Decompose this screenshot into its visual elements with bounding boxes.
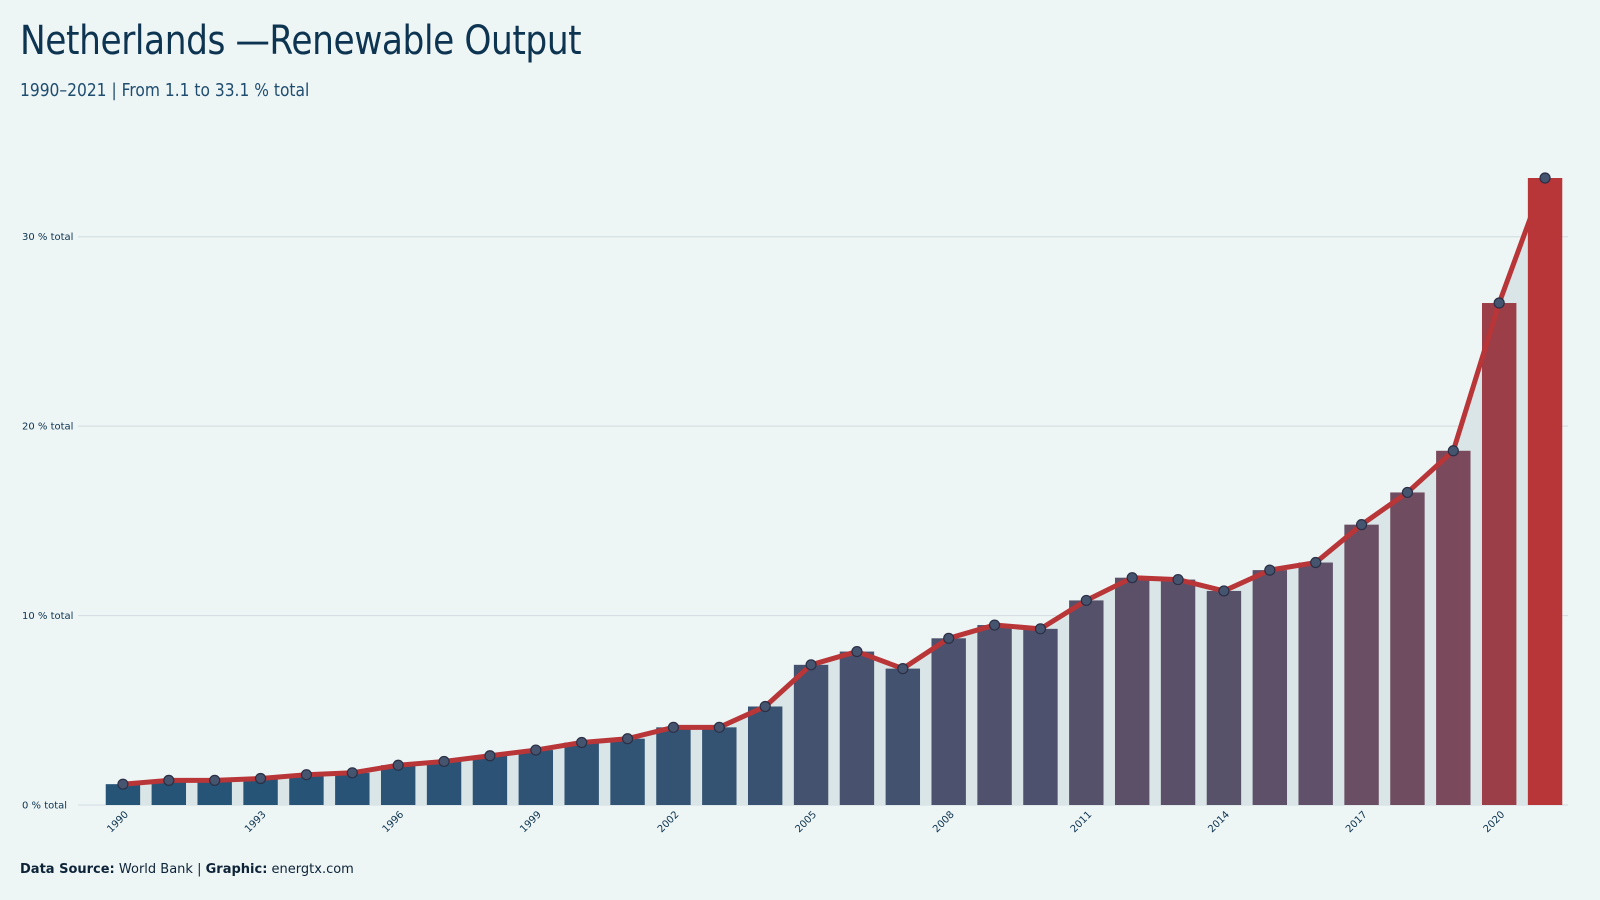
bar-2016: [1298, 562, 1333, 805]
bar-2019: [1436, 450, 1471, 805]
bar-2001: [610, 738, 645, 805]
x-tick-label: 2014: [1206, 809, 1232, 835]
point-2013: [1172, 573, 1184, 586]
point-1992: [209, 774, 221, 786]
trend-line: [120, 175, 1548, 787]
x-tick-label: 2002: [656, 809, 682, 835]
footer-credits: Data Source: World Bank | Graphic: energ…: [20, 862, 354, 877]
x-tick-label: 2017: [1344, 809, 1370, 835]
x-tick-label: 1996: [381, 809, 407, 835]
graphic-label: Graphic:: [205, 862, 268, 877]
point-2008: [943, 632, 955, 644]
bar-2012: [1114, 577, 1150, 805]
point-2012: [1126, 572, 1138, 584]
marker-layer: [117, 172, 1551, 790]
chart-subtitle: 1990–2021 | From 1.1 to 33.1 % total: [20, 80, 310, 101]
bar-2015: [1252, 570, 1288, 805]
point-1996: [392, 759, 404, 771]
footer-separator: |: [197, 862, 202, 877]
point-2021: [1539, 172, 1551, 184]
point-2020: [1493, 297, 1505, 309]
x-tick-label: 2005: [793, 809, 819, 835]
bar-2017: [1344, 524, 1379, 805]
point-2011: [1080, 594, 1092, 607]
bar-2020: [1481, 303, 1517, 805]
bar-2007: [885, 668, 921, 805]
bar-1990: [105, 784, 141, 805]
y-tick-label: 0 % total: [22, 801, 67, 812]
x-tick-label: 1999: [518, 809, 544, 835]
bar-1998: [472, 755, 508, 805]
bar-2018: [1390, 492, 1425, 805]
point-2001: [621, 733, 634, 745]
graphic-value: energtx.com: [271, 862, 354, 877]
point-1993: [254, 772, 267, 785]
point-2018: [1401, 486, 1414, 499]
bar-1999: [518, 750, 554, 805]
bar-2003: [702, 727, 737, 805]
bar-2004: [747, 706, 783, 805]
point-2007: [897, 663, 909, 675]
y-tick-label: 10 % total: [22, 611, 73, 622]
point-2003: [713, 721, 725, 733]
x-axis: 1990 1993 1996 1999 2002 2005 2008 2011 2014 2017…: [105, 809, 1507, 835]
bar-2010: [1023, 628, 1058, 805]
point-1998: [484, 750, 496, 762]
x-tick-label: 2008: [931, 809, 957, 835]
point-2010: [1034, 623, 1047, 635]
x-tick-label: 1993: [243, 809, 269, 835]
bar-2009: [977, 625, 1012, 805]
source-label: Data Source:: [20, 862, 115, 877]
x-tick-label: 2011: [1069, 809, 1095, 835]
bar-2002: [656, 727, 691, 805]
point-2004: [759, 700, 771, 713]
point-2015: [1264, 564, 1276, 576]
point-2009: [988, 619, 1001, 631]
bar-2014: [1206, 590, 1242, 805]
bar-2006: [839, 651, 875, 805]
bar-2000: [564, 742, 599, 805]
source-value: World Bank: [118, 862, 193, 877]
line-layer: [120, 175, 1548, 787]
point-2016: [1310, 556, 1322, 569]
point-2000: [576, 736, 588, 749]
chart-title: Netherlands —Renewable Output: [20, 18, 582, 64]
bar-2008: [931, 638, 966, 805]
point-2014: [1218, 585, 1230, 597]
bar-2021: [1527, 178, 1563, 805]
bar-2005: [793, 664, 829, 805]
point-1990: [117, 778, 129, 790]
point-2019: [1447, 445, 1459, 457]
point-2002: [667, 721, 680, 733]
x-tick-label: 2020: [1482, 809, 1508, 835]
point-1994: [300, 769, 313, 781]
bar-layer: [105, 178, 1563, 805]
point-2005: [805, 659, 817, 671]
bar-2013: [1160, 579, 1196, 805]
bar-1997: [426, 761, 462, 805]
point-1997: [438, 755, 450, 768]
y-axis: 0 % total 10 % total 20 % total 30 % total: [22, 232, 73, 811]
y-tick-label: 20 % total: [22, 422, 73, 433]
bar-2011: [1069, 600, 1104, 805]
point-2006: [851, 645, 863, 658]
point-1991: [163, 774, 175, 786]
x-tick-label: 1990: [105, 809, 131, 835]
point-1999: [530, 744, 542, 756]
bar-1996: [380, 765, 416, 805]
y-tick-label: 30 % total: [22, 232, 73, 243]
point-1995: [346, 767, 358, 779]
point-2017: [1355, 519, 1368, 531]
